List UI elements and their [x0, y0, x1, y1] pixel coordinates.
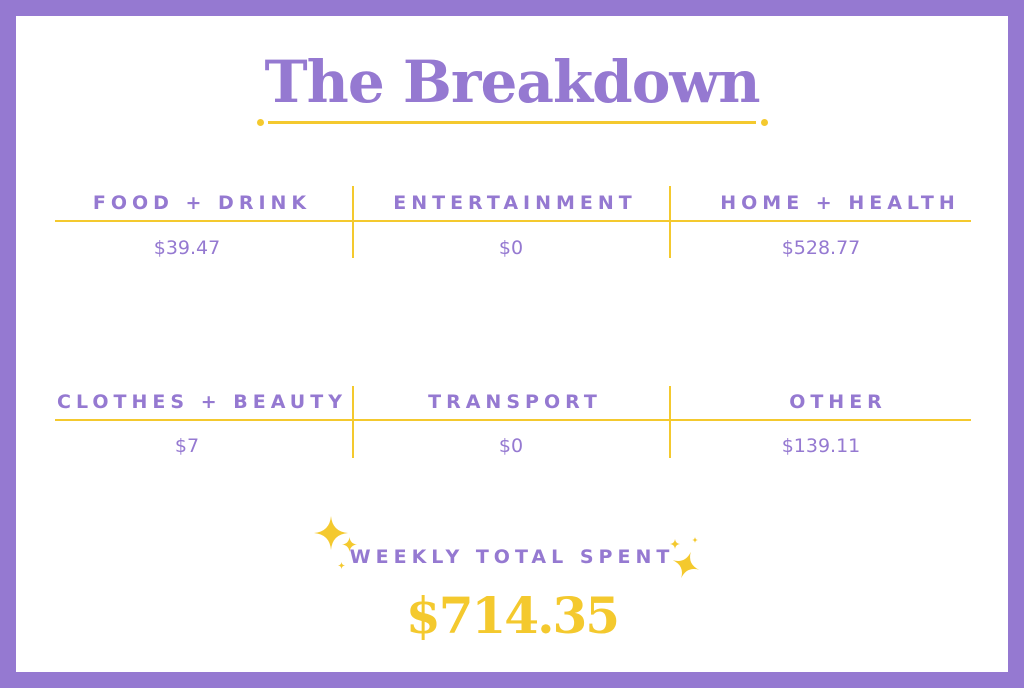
column-divider [352, 186, 354, 258]
category-value: $7 [174, 435, 200, 457]
category-value: $528.77 [781, 237, 861, 259]
breakdown-card [16, 16, 1008, 672]
category-label: ENTERTAINMENT [393, 192, 637, 214]
sparkle-icon [672, 551, 700, 579]
row-divider [55, 220, 971, 222]
sparkle-icon [670, 539, 680, 549]
sparkle-icon [342, 537, 357, 552]
category-label: TRANSPORT [428, 391, 602, 413]
category-value: $0 [498, 237, 524, 259]
category-value: $39.47 [153, 237, 221, 259]
sparkle-icon [314, 516, 348, 550]
column-divider [352, 386, 354, 458]
column-divider [669, 386, 671, 458]
sparkle-icon [692, 537, 698, 543]
category-label: OTHER [789, 391, 887, 413]
category-label: HOME + HEALTH [720, 192, 960, 214]
row-divider [55, 419, 971, 421]
title-underline [268, 121, 756, 124]
page-title: The Breakdown [264, 48, 760, 116]
total-label: WEEKLY TOTAL SPENT [349, 546, 675, 568]
sparkle-icon [338, 562, 345, 569]
underline-dot [761, 119, 768, 126]
column-divider [669, 186, 671, 258]
category-value: $0 [498, 435, 524, 457]
category-label: FOOD + DRINK [92, 192, 312, 214]
underline-dot [257, 119, 264, 126]
category-value: $139.11 [781, 435, 861, 457]
total-value: $714.35 [405, 586, 620, 645]
category-label: CLOTHES + BEAUTY [57, 391, 347, 413]
